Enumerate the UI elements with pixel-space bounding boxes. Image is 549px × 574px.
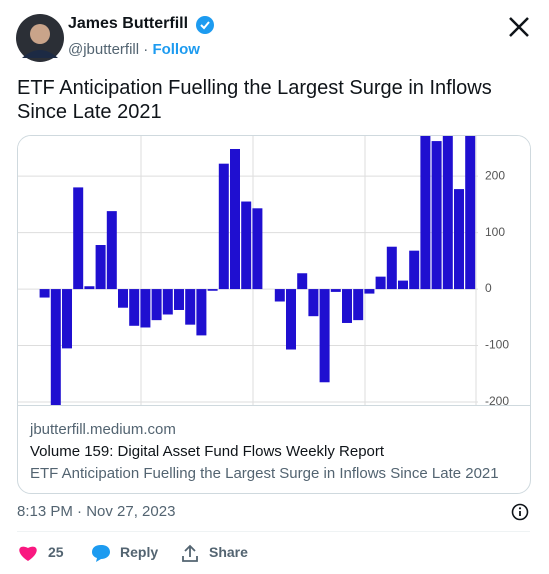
bar <box>230 148 240 290</box>
author-name[interactable]: James Butterfill <box>68 15 189 32</box>
bar <box>196 289 207 336</box>
bar <box>151 289 162 321</box>
bar <box>207 289 218 291</box>
bar <box>442 136 453 290</box>
tweet-text: ETF Anticipation Fuelling the Largest Su… <box>17 77 492 123</box>
y-tick-label: 100 <box>485 225 505 239</box>
bar <box>218 163 229 290</box>
bar <box>409 250 420 290</box>
bar <box>308 289 319 317</box>
bar <box>431 141 442 290</box>
bar <box>140 289 151 328</box>
like-icon[interactable] <box>17 544 39 562</box>
bar <box>39 289 50 298</box>
separator: · <box>143 41 149 58</box>
bar <box>342 289 352 323</box>
card-text: jbutterfill.medium.com Volume 159: Digit… <box>30 419 499 485</box>
bar <box>386 246 397 290</box>
share-button[interactable]: Share <box>209 544 248 560</box>
bar <box>454 189 464 290</box>
bar <box>129 289 140 326</box>
bar <box>95 245 106 290</box>
x-logo[interactable] <box>508 16 530 38</box>
bar <box>375 276 386 290</box>
bar <box>274 289 285 302</box>
bar <box>185 289 196 325</box>
info-icon[interactable] <box>511 503 529 521</box>
bar <box>106 211 117 290</box>
divider <box>17 531 530 532</box>
y-tick-label: 200 <box>485 168 505 182</box>
share-icon[interactable] <box>180 543 200 563</box>
like-count: 25 <box>48 544 64 560</box>
bar <box>118 289 128 308</box>
timestamp[interactable]: 8:13 PM · Nov 27, 2023 <box>17 503 176 520</box>
card-title: Volume 159: Digital Asset Fund Flows Wee… <box>30 443 385 460</box>
reply-icon[interactable] <box>91 543 111 563</box>
y-tick-label: -100 <box>485 338 509 352</box>
bar <box>84 286 95 290</box>
card-divider <box>17 405 530 406</box>
link-card[interactable]: 200 100 0 -100 -200 jbutterfill.medium.com V… <box>17 135 531 494</box>
bar <box>319 289 330 383</box>
bar <box>398 280 408 290</box>
follow-button[interactable]: Follow <box>152 41 200 58</box>
y-tick-label: -200 <box>485 394 509 406</box>
handle-row: @jbutterfill · Follow <box>68 41 200 58</box>
bar <box>162 289 173 315</box>
reply-button[interactable]: Reply <box>120 544 159 560</box>
y-tick-label: 0 <box>485 281 492 295</box>
bar <box>73 187 84 290</box>
chart: 200 100 0 -100 -200 <box>18 136 530 406</box>
verified-badge <box>196 16 214 34</box>
bar <box>297 273 308 290</box>
bar <box>286 289 296 350</box>
card-description: ETF Anticipation Fuelling the Largest Su… <box>30 465 499 482</box>
bar <box>364 289 375 294</box>
bar <box>420 136 431 290</box>
card-domain: jbutterfill.medium.com <box>30 421 176 438</box>
bar <box>174 289 184 310</box>
bar <box>252 208 263 290</box>
handle[interactable]: @jbutterfill <box>68 41 140 58</box>
bar <box>241 201 252 290</box>
bar <box>465 136 476 290</box>
avatar[interactable] <box>16 14 64 62</box>
bar <box>353 289 364 321</box>
bar <box>62 289 72 349</box>
bar <box>330 289 341 292</box>
bar <box>50 289 61 406</box>
